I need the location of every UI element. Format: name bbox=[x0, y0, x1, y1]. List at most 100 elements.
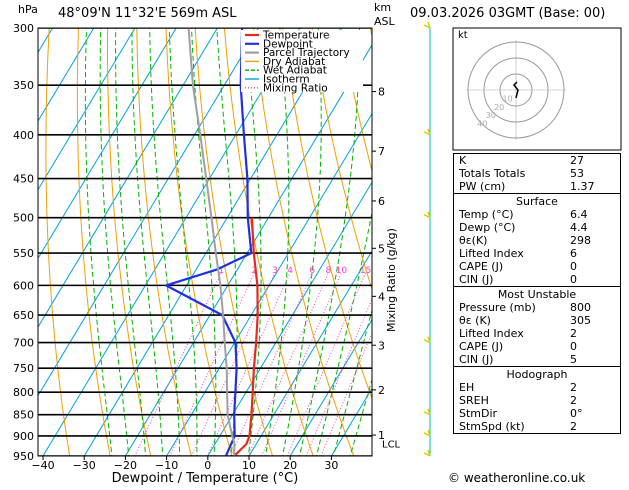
surface-row: Temp (°C) 6.4 bbox=[454, 208, 620, 221]
hodograph-table-value: 2 bbox=[570, 381, 616, 394]
most-unstable-value: 0 bbox=[570, 340, 616, 353]
hpa-label: hPa bbox=[18, 3, 38, 16]
wind-barb bbox=[424, 409, 430, 415]
wind-barb bbox=[424, 212, 430, 218]
pressure-tick-label: 350 bbox=[13, 79, 34, 92]
footer-copyright: © weatheronline.co.uk bbox=[448, 471, 585, 485]
mixing-ratio-label: 3 bbox=[272, 266, 278, 276]
km-label: km bbox=[374, 1, 391, 14]
datetime-label: 09.03.2026 03GMT (Base: 00) bbox=[410, 6, 605, 21]
most-unstable-row: Pressure (mb) 800 bbox=[454, 301, 620, 314]
mixing-ratio-label: 6 bbox=[309, 266, 315, 276]
km-tick-label: 3 bbox=[378, 339, 385, 352]
pressure-tick-label: 500 bbox=[13, 212, 34, 225]
isotherm-line bbox=[0, 28, 11, 456]
surface-value: 6.4 bbox=[570, 208, 616, 221]
wind-barb bbox=[424, 337, 430, 343]
mixing-ratio-label: 10 bbox=[336, 266, 348, 276]
pressure-tick-label: 750 bbox=[13, 362, 34, 375]
surface-label: Dewp (°C) bbox=[459, 221, 515, 234]
x-tick-label: −40 bbox=[31, 459, 54, 472]
mixing-ratio-label: 15 bbox=[360, 266, 371, 276]
hodograph-table-label: SREH bbox=[459, 394, 489, 407]
pressure-tick-label: 850 bbox=[13, 409, 34, 422]
hodograph-table-label: StmDir bbox=[459, 407, 497, 420]
most-unstable-value: 305 bbox=[570, 314, 616, 327]
surface-row: Lifted Index 6 bbox=[454, 247, 620, 260]
mixing-ratio-axis-title: Mixing Ratio (g/kg) bbox=[385, 228, 398, 332]
km-tick-label: 7 bbox=[378, 145, 385, 158]
pressure-tick-label: 600 bbox=[13, 279, 34, 292]
km-tick-label: 8 bbox=[378, 86, 385, 99]
pressure-tick-label: 450 bbox=[13, 173, 34, 186]
most-unstable-value: 800 bbox=[570, 301, 616, 314]
wet-adiabat bbox=[116, 28, 146, 460]
surface-label: Temp (°C) bbox=[459, 208, 514, 221]
hodograph-table-value: 2 bbox=[570, 420, 616, 433]
x-tick-label: 30 bbox=[324, 459, 338, 472]
wind-profile bbox=[424, 22, 430, 456]
hodograph-table-value: 2 bbox=[570, 394, 616, 407]
mixing-ratio-line bbox=[207, 273, 290, 456]
surface-row: CIN (J)0 bbox=[454, 273, 620, 286]
surface-value: 0 bbox=[570, 260, 616, 273]
surface-value: 6 bbox=[570, 247, 616, 260]
hodograph-table-row: SREH 2 bbox=[454, 394, 620, 407]
index-pw: PW (cm)1.37 bbox=[454, 180, 620, 193]
mixing-ratio-line bbox=[231, 273, 312, 456]
pressure-tick-label: 700 bbox=[13, 337, 34, 350]
wet-adiabat bbox=[169, 28, 197, 460]
hodograph-ring-label: 40 bbox=[477, 120, 487, 129]
hodograph-table-label: StmSpd (kt) bbox=[459, 420, 525, 433]
wet-adiabat bbox=[150, 28, 180, 460]
km-tick-label: 6 bbox=[378, 195, 385, 208]
pressure-tick-label: 400 bbox=[13, 129, 34, 142]
mixing-ratio-label: 8 bbox=[326, 266, 332, 276]
surface-label: Lifted Index bbox=[459, 247, 524, 260]
mixing-ratio-line bbox=[170, 273, 255, 456]
km-tick-label: 4 bbox=[378, 290, 385, 303]
mixing-ratio-label: 4 bbox=[287, 266, 293, 276]
wind-barb bbox=[424, 129, 430, 135]
surface-title: Surface bbox=[454, 194, 620, 208]
wind-barb bbox=[424, 22, 430, 28]
most-unstable-row: CAPE (J) 0 bbox=[454, 340, 620, 353]
pressure-tick-label: 550 bbox=[13, 247, 34, 260]
pressure-tick-label: 900 bbox=[13, 430, 34, 443]
x-axis-title: Dewpoint / Temperature (°C) bbox=[112, 471, 299, 486]
wet-adiabat bbox=[349, 28, 468, 460]
hodograph-table-title: Hodograph bbox=[454, 367, 620, 381]
wind-barb bbox=[424, 430, 430, 436]
most-unstable-value: 2 bbox=[570, 327, 616, 340]
most-unstable-row: θε (K) 305 bbox=[454, 314, 620, 327]
most-unstable-title: Most Unstable bbox=[454, 287, 620, 301]
most-unstable-label: Pressure (mb) bbox=[459, 301, 536, 314]
hodograph-table-value: 0° bbox=[570, 407, 616, 420]
location-label: 48°09'N 11°32'E 569m ASL bbox=[58, 6, 237, 21]
pressure-tick-label: 800 bbox=[13, 386, 34, 399]
asl-label: ASL bbox=[374, 15, 396, 28]
hodograph-unit: kt bbox=[458, 30, 468, 41]
most-unstable-label: θε (K) bbox=[459, 314, 491, 327]
pressure-tick-label: 650 bbox=[13, 309, 34, 322]
surface-label: θε(K) bbox=[459, 234, 487, 247]
km-tick-label: 5 bbox=[378, 242, 385, 255]
surface-value: 298 bbox=[570, 234, 616, 247]
pressure-tick-label: 300 bbox=[13, 22, 34, 35]
km-tick-label: 2 bbox=[378, 384, 385, 397]
hodograph-table-label: EH bbox=[459, 381, 474, 394]
wet-adiabat bbox=[132, 28, 163, 460]
most-unstable-label: CAPE (J) bbox=[459, 340, 503, 353]
hodograph-table-row: EH 2 bbox=[454, 381, 620, 394]
x-tick-label: −30 bbox=[73, 459, 96, 472]
surface-value: 4.4 bbox=[570, 221, 616, 234]
lcl-label: LCL bbox=[382, 439, 401, 450]
surface-label: CAPE (J) bbox=[459, 260, 503, 273]
wind-barb bbox=[424, 450, 430, 456]
